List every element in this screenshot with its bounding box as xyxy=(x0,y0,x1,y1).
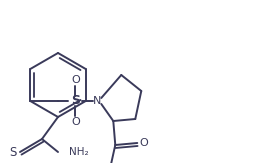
Text: O: O xyxy=(71,75,80,85)
Text: S: S xyxy=(9,147,17,160)
Text: N: N xyxy=(93,96,101,106)
Text: O: O xyxy=(71,117,80,127)
Text: S: S xyxy=(71,95,80,108)
Text: NH₂: NH₂ xyxy=(69,147,89,157)
Text: O: O xyxy=(139,138,148,148)
